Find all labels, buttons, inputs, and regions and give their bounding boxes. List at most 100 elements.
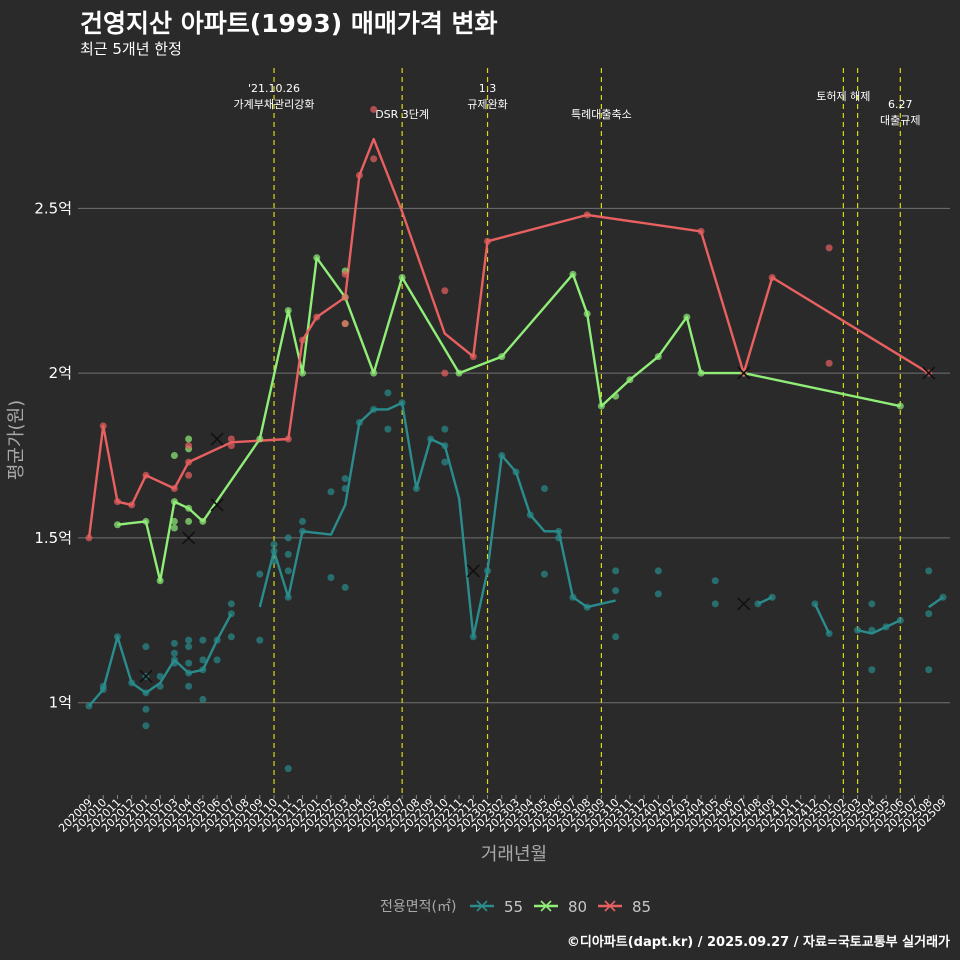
series-line-55 xyxy=(857,619,901,635)
event-label: 1.3 xyxy=(479,82,497,95)
data-point-85 xyxy=(370,155,378,163)
data-point-80 xyxy=(597,402,605,410)
data-point-85 xyxy=(85,534,93,542)
legend-title: 전용면적(㎡) xyxy=(380,899,456,915)
data-point-55 xyxy=(654,567,662,575)
legend-swatch-cross xyxy=(604,900,616,912)
data-point-85 xyxy=(355,171,363,179)
data-point-85 xyxy=(370,105,378,113)
y-tick-label: 2.5억 xyxy=(34,199,72,217)
series-line-55 xyxy=(813,603,831,635)
data-point-85 xyxy=(99,422,107,430)
data-point-80 xyxy=(185,504,193,512)
data-point-55 xyxy=(341,484,349,492)
data-point-55 xyxy=(612,567,620,575)
series-line-55 xyxy=(258,401,616,638)
data-point-55 xyxy=(868,666,876,674)
data-point-55 xyxy=(441,425,449,433)
x-axis-ticks: 2020092020102020112020122021012021022021… xyxy=(56,795,949,835)
data-point-55 xyxy=(170,639,178,647)
data-point-80 xyxy=(185,435,193,443)
data-point-55 xyxy=(555,534,563,542)
cross-stroke-b xyxy=(210,498,224,512)
data-point-55 xyxy=(284,593,292,601)
data-point-80 xyxy=(284,306,292,314)
data-point-85 xyxy=(825,244,833,252)
data-point-55 xyxy=(256,570,264,578)
data-point-55 xyxy=(341,475,349,483)
data-point-80 xyxy=(170,452,178,460)
data-point-85 xyxy=(113,498,121,506)
data-point-85 xyxy=(441,369,449,377)
data-point-85 xyxy=(185,471,193,479)
data-point-55 xyxy=(213,656,221,664)
data-point-55 xyxy=(370,405,378,413)
event-label: DSR 3단계 xyxy=(375,108,429,121)
event-label: 6.27 xyxy=(888,98,913,111)
data-point-55 xyxy=(469,633,477,641)
cross-marker-85 xyxy=(922,366,936,380)
event-label: 토허제 해제 xyxy=(816,89,870,103)
event-label: 대출규제 xyxy=(880,114,920,127)
data-point-85 xyxy=(697,227,705,235)
data-point-85 xyxy=(170,484,178,492)
data-point-80 xyxy=(683,313,691,321)
data-point-55 xyxy=(512,468,520,476)
data-point-55 xyxy=(398,399,406,407)
data-point-55 xyxy=(882,623,890,631)
cross-stroke-b xyxy=(210,432,224,446)
data-point-85 xyxy=(341,293,349,301)
data-point-55 xyxy=(156,672,164,680)
points-layer xyxy=(85,105,947,773)
data-point-80 xyxy=(170,524,178,532)
data-point-55 xyxy=(170,659,178,667)
data-point-85 xyxy=(441,287,449,295)
data-point-85 xyxy=(341,270,349,278)
data-point-80 xyxy=(313,254,321,262)
data-point-55 xyxy=(113,633,121,641)
data-point-55 xyxy=(270,557,278,565)
data-point-55 xyxy=(384,425,392,433)
data-point-55 xyxy=(654,590,662,598)
data-point-55 xyxy=(540,484,548,492)
cross-marker-55 xyxy=(737,597,751,611)
cross-marker-55 xyxy=(466,564,480,578)
data-point-80 xyxy=(170,498,178,506)
data-point-55 xyxy=(256,636,264,644)
data-point-55 xyxy=(284,567,292,575)
data-point-55 xyxy=(227,610,235,618)
data-point-80 xyxy=(170,517,178,525)
data-point-85 xyxy=(299,336,306,344)
data-point-80 xyxy=(142,517,150,525)
data-point-85 xyxy=(227,435,235,443)
data-point-55 xyxy=(270,547,278,555)
data-point-85 xyxy=(484,237,492,245)
data-point-55 xyxy=(925,666,933,674)
cross-markers xyxy=(139,366,936,683)
legend-label: 80 xyxy=(568,898,587,916)
cross-stroke-b xyxy=(476,900,488,912)
cross-marker-80 xyxy=(182,531,196,545)
series-line-85 xyxy=(87,137,930,539)
data-point-55 xyxy=(142,705,150,713)
data-point-55 xyxy=(142,689,150,697)
grid-layer xyxy=(78,207,950,704)
data-point-85 xyxy=(185,458,193,466)
data-point-55 xyxy=(227,633,235,641)
cross-marker-85 xyxy=(737,366,751,380)
data-point-55 xyxy=(327,488,335,496)
data-point-80 xyxy=(612,392,620,400)
data-point-55 xyxy=(754,600,762,608)
data-point-55 xyxy=(427,435,435,443)
data-point-80 xyxy=(455,369,463,377)
data-point-55 xyxy=(384,389,392,397)
data-point-55 xyxy=(412,484,420,492)
data-point-55 xyxy=(484,567,492,575)
data-point-55 xyxy=(441,458,449,466)
data-point-80 xyxy=(113,521,121,529)
data-point-80 xyxy=(199,517,207,525)
data-point-80 xyxy=(626,376,634,384)
series-line-80 xyxy=(117,256,901,582)
data-point-80 xyxy=(299,369,306,377)
data-point-55 xyxy=(85,702,93,710)
